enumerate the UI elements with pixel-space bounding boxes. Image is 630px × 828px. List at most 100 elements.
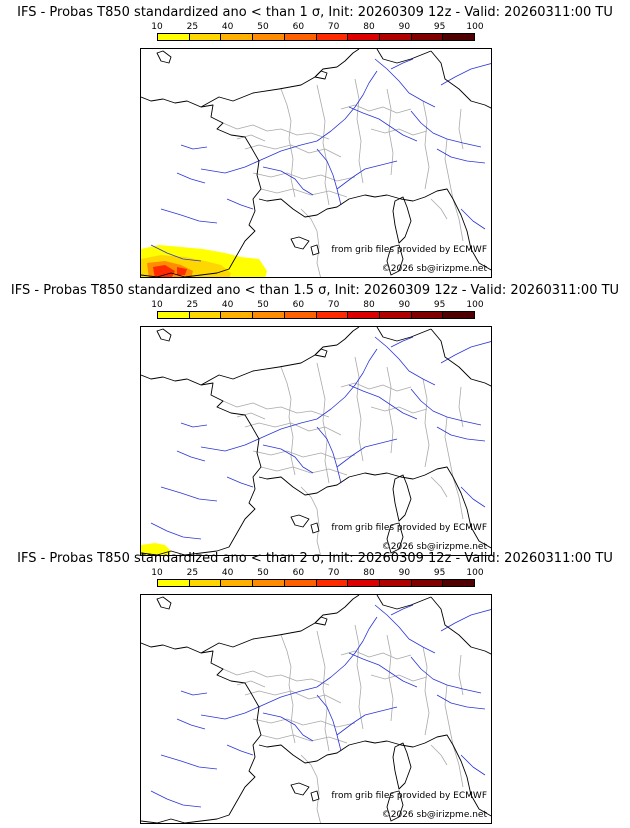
map-svg (141, 595, 491, 823)
admin-border (354, 356, 364, 462)
river (460, 754, 486, 776)
coastline (156, 596, 172, 610)
admin-border (252, 450, 356, 460)
scale-tick-label: 80 (363, 300, 375, 310)
admin-border (222, 668, 330, 686)
admin-border (340, 650, 412, 660)
river (374, 58, 436, 108)
probability-area (141, 543, 171, 555)
admin-border (316, 630, 330, 752)
coastline (376, 49, 432, 64)
coastline (141, 374, 262, 555)
admin-border (354, 624, 364, 730)
admin-border (422, 646, 430, 736)
river (150, 790, 202, 808)
scale-tick-label: 50 (257, 300, 269, 310)
river (316, 694, 342, 752)
colorbar (157, 311, 475, 319)
coastline (430, 596, 491, 655)
admin-border (370, 128, 428, 136)
grib-credit: from grib files provided by ECMWF (331, 791, 487, 801)
map-svg (141, 327, 491, 555)
coastline (290, 236, 310, 250)
probability-scale: 10 25 40 50 60 70 80 90 95 100 (151, 300, 484, 319)
grib-credit: from grib files provided by ECMWF (331, 523, 487, 533)
coastline (376, 595, 432, 610)
admin-border (260, 188, 348, 198)
colorbar-swatch (284, 34, 317, 40)
coastline (376, 327, 432, 342)
admin-border (386, 88, 394, 176)
scale-tick-label: 95 (433, 568, 446, 578)
admin-border (222, 122, 330, 140)
colorbar-swatch (189, 580, 222, 586)
map-france: from grib files provided by ECMWF ©2026 … (140, 594, 492, 824)
colorbar-swatch (221, 580, 254, 586)
river (176, 450, 206, 462)
admin-border (244, 422, 342, 436)
river (316, 70, 378, 142)
panel-2: IFS - Probas T850 standardized ano < tha… (0, 278, 630, 556)
coastline (430, 50, 491, 109)
scale-tick-label: 100 (466, 300, 484, 310)
river (226, 744, 254, 756)
coastline (392, 474, 412, 522)
river (180, 690, 208, 696)
admin-border (244, 690, 342, 704)
admin-border (252, 172, 356, 182)
coastline (430, 328, 491, 387)
admin-border (340, 104, 412, 114)
admin-border (280, 634, 296, 744)
river (410, 388, 482, 426)
admin-border (386, 366, 394, 454)
river (410, 110, 482, 148)
colorbar-swatch (316, 580, 349, 586)
river (390, 58, 414, 70)
admin-border (300, 754, 321, 823)
colorbar (157, 33, 475, 41)
river (316, 148, 342, 206)
coastline (336, 49, 360, 68)
coastline (392, 742, 412, 790)
river (200, 686, 318, 720)
admin-border (236, 680, 266, 688)
coastline (200, 344, 338, 386)
scale-tick-label: 70 (327, 22, 340, 32)
river (200, 140, 318, 174)
scale-tick-label: 10 (151, 300, 163, 310)
coastline (314, 616, 328, 626)
scale-tick-label: 95 (433, 22, 446, 32)
river (336, 160, 398, 190)
copyright: ©2026 sb@irizpme.net (381, 264, 487, 274)
admin-border (340, 382, 412, 392)
colorbar-swatch (316, 312, 349, 318)
scale-tick-label: 80 (363, 568, 375, 578)
probability-scale: 10 25 40 50 60 70 80 90 95 100 (151, 568, 484, 587)
colorbar-swatch (158, 34, 190, 40)
scale-tick-label: 25 (186, 22, 199, 32)
panel-3: IFS - Probas T850 standardized ano < tha… (0, 546, 630, 824)
river (180, 144, 208, 150)
admin-border (236, 412, 266, 420)
admin-border (300, 486, 321, 555)
colorbar-swatch (158, 580, 190, 586)
coastline (314, 70, 328, 80)
coastline (392, 196, 412, 244)
coastline (156, 328, 172, 342)
admin-border (430, 744, 448, 766)
river (336, 706, 398, 736)
grib-credit: from grib files provided by ECMWF (331, 245, 487, 255)
admin-border (222, 400, 330, 418)
coastline (336, 327, 360, 346)
scale-tick-label: 10 (151, 568, 163, 578)
river (226, 198, 254, 210)
river (262, 712, 314, 742)
river (436, 148, 486, 164)
panel-title: IFS - Probas T850 standardized ano < tha… (10, 283, 620, 298)
colorbar-swatch (411, 312, 444, 318)
colorbar-swatch (221, 312, 254, 318)
colorbar-swatch (348, 312, 380, 318)
coastline (258, 188, 491, 271)
probability-scale: 10 25 40 50 60 70 80 90 95 100 (151, 22, 484, 41)
admin-border (260, 466, 348, 476)
